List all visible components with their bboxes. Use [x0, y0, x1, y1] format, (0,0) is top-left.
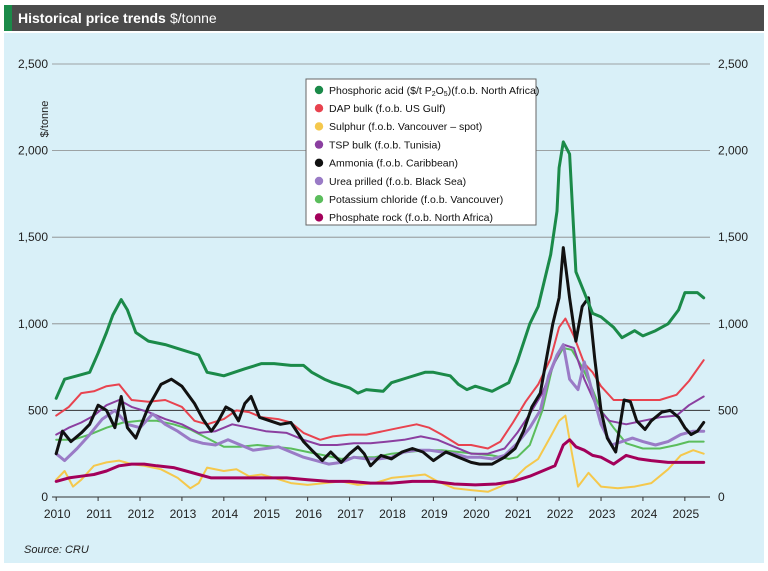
series-line	[54, 140, 706, 400]
x-tick-label: 2019	[421, 507, 448, 521]
y-tick-label-right: 1,000	[718, 317, 748, 331]
legend-marker	[314, 195, 324, 204]
legend: Phosphoric acid ($/t P2O5)(f.o.b. North …	[305, 78, 539, 226]
legend-label: Sulphur (f.o.b. Vancouver – spot)	[329, 121, 482, 133]
x-tick-label: 2018	[379, 507, 406, 521]
x-tick-label: 2021	[505, 507, 532, 521]
y-tick-label-left: 2,500	[18, 57, 48, 71]
x-tick-label: 2010	[44, 507, 71, 521]
x-tick-label: 2015	[253, 507, 280, 521]
legend-marker	[314, 140, 324, 149]
y-tick-label-right: 2,000	[718, 144, 748, 158]
x-tick-label: 2017	[337, 507, 364, 521]
legend-marker	[314, 104, 324, 113]
legend-marker	[314, 122, 324, 131]
x-tick-label: 2023	[589, 507, 616, 521]
series-line	[55, 414, 705, 493]
y-axis-label: $/tonne	[39, 101, 51, 138]
series-line	[54, 343, 706, 466]
legend-label: DAP bulk (f.o.b. US Gulf)	[329, 103, 446, 115]
y-axis-right: 0 500 1,000 1,500 2,000 2,500	[718, 57, 748, 504]
legend-marker	[314, 158, 324, 167]
legend-marker	[314, 176, 324, 186]
y-tick-label-left: 2,000	[18, 144, 48, 158]
x-tick-label: 2016	[295, 507, 322, 521]
x-tick-label: 2022	[547, 507, 574, 521]
y-tick-label-left: 0	[41, 490, 48, 504]
x-tick-label: 2013	[170, 507, 197, 521]
y-tick-label-right: 2,500	[718, 57, 748, 71]
chart-subtitle: $/tonne	[170, 10, 217, 26]
series-line	[54, 246, 706, 468]
y-tick-label-left: 1,500	[18, 230, 48, 244]
legend-label: Urea prilled (f.o.b. Black Sea)	[329, 176, 466, 188]
line-chart: 0 500 1,000 1,500 2,000 2,500 0 500 1,000 1,500 2…	[18, 57, 748, 521]
x-tick-label: 2025	[673, 507, 700, 521]
x-tick-label: 2024	[631, 507, 658, 521]
legend-label: Phosphoric acid ($/t P2O5)(f.o.b. North …	[329, 85, 539, 98]
header-accent-bar	[4, 5, 12, 31]
legend-box	[305, 78, 537, 226]
chart-header: Historical price trends $/tonne	[4, 5, 764, 31]
y-axis-left: 0 500 1,000 1,500 2,000 2,500	[18, 57, 48, 504]
y-tick-label-left: 1,000	[18, 317, 48, 331]
y-tick-label-right: 500	[718, 403, 738, 417]
series-line	[55, 317, 705, 450]
legend-label: Potassium chloride (f.o.b. Vancouver)	[329, 194, 503, 206]
x-tick-label: 2014	[211, 507, 238, 521]
x-tick-label: 2011	[86, 507, 112, 521]
series-line	[54, 438, 706, 487]
chart-panel: 0 500 1,000 1,500 2,000 2,500 0 500 1,000 1,500 2…	[4, 33, 764, 563]
x-tick-label: 2012	[128, 507, 155, 521]
y-tick-label-left: 500	[28, 403, 48, 417]
series-lines	[54, 140, 706, 493]
legend-label: TSP bulk (f.o.b. Tunisia)	[329, 139, 441, 151]
y-tick-label-right: 0	[718, 490, 725, 504]
legend-label: Phosphate rock (f.o.b. North Africa)	[329, 212, 493, 224]
chart-title: Historical price trends	[18, 10, 166, 26]
y-tick-label-right: 1,500	[718, 230, 748, 244]
x-axis: 2010 2011 2012 2013 2014 2015 2016 2017 2018 2019…	[44, 497, 700, 521]
x-tick-label: 2020	[463, 507, 490, 521]
source-note: Source: CRU	[24, 544, 89, 556]
legend-label: Ammonia (f.o.b. Caribbean)	[329, 158, 458, 170]
legend-marker	[314, 85, 324, 95]
legend-marker	[314, 213, 324, 222]
